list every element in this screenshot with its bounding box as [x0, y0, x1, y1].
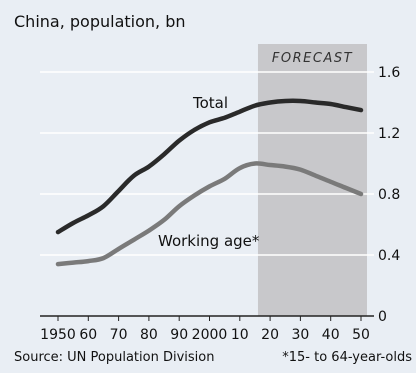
y-tick-label: 0.4 — [378, 248, 400, 264]
y-tick-label: 1.2 — [378, 126, 400, 142]
x-tick-label: 60 — [79, 327, 97, 343]
x-tick-label: 70 — [110, 327, 128, 343]
x-tick-label: 20 — [261, 327, 279, 343]
total-series-label: Total — [192, 94, 228, 112]
working-age-series-line — [55, 161, 364, 267]
forecast-band — [257, 44, 367, 316]
x-tick-label: 50 — [352, 327, 370, 343]
forecast-label: FORECAST — [272, 51, 353, 66]
y-tick-label: 0.8 — [378, 187, 400, 203]
y-tick-label: 1.6 — [378, 65, 400, 81]
x-tick-label: 2000 — [192, 327, 228, 343]
working-age-series-label: Working age* — [158, 232, 260, 250]
x-tick-label: 30 — [291, 327, 309, 343]
x-tick-label: 90 — [170, 327, 188, 343]
x-tick-label: 40 — [322, 327, 340, 343]
total-series-line — [55, 98, 364, 235]
x-tick-label: 10 — [231, 327, 249, 343]
footnote: *15- to 64-year-olds — [282, 350, 412, 365]
x-tick-label: 1950 — [40, 327, 76, 343]
chart-title: China, population, bn — [14, 12, 186, 31]
source-note: Source: UN Population Division — [14, 350, 215, 365]
x-tick-label: 80 — [140, 327, 158, 343]
y-tick-label: 0 — [378, 309, 387, 325]
